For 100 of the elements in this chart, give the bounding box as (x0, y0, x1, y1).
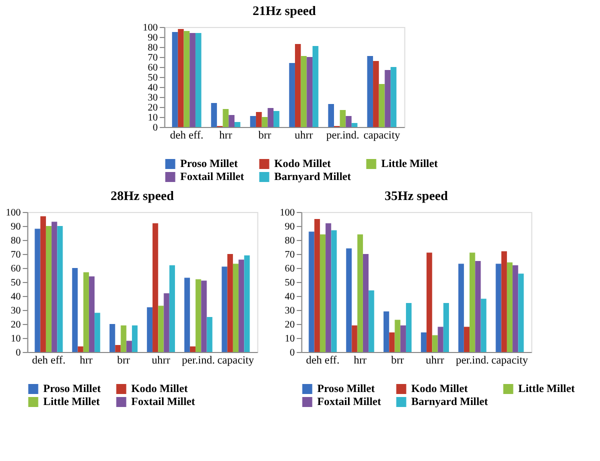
x-tick-label: per.ind. (456, 354, 490, 366)
bar (46, 226, 52, 352)
y-tick-label: 20 (284, 320, 295, 330)
bar (256, 112, 262, 127)
bar (294, 44, 301, 127)
bar (78, 346, 84, 352)
legend-label: Foxtail Millet (180, 171, 244, 183)
bar (346, 116, 352, 127)
bar (196, 279, 202, 352)
bar (368, 290, 374, 352)
bar (426, 252, 432, 352)
x-tick-label: uhrr (152, 354, 170, 366)
y-tick-label: 60 (10, 264, 21, 274)
y-tick-label: 80 (284, 236, 295, 246)
y-tick-label: 40 (10, 292, 21, 302)
bar (367, 56, 374, 127)
bar (268, 108, 274, 127)
y-tick-label: 90 (10, 222, 21, 232)
y-tick-label: 10 (148, 112, 158, 124)
x-tick-label: brr (391, 354, 404, 366)
bar (331, 230, 337, 352)
bar (40, 216, 46, 352)
legend-label: Little Millet (43, 396, 100, 408)
bar (362, 254, 369, 352)
bar (152, 223, 158, 352)
y-tick-label: 40 (148, 82, 158, 94)
y-tick-label: 100 (142, 22, 158, 34)
bar (320, 234, 326, 352)
bar (357, 234, 363, 352)
bar (384, 70, 391, 127)
bar (384, 311, 390, 352)
x-tick-label: brr (258, 130, 272, 142)
bar (222, 266, 228, 352)
bar (326, 223, 332, 352)
legend-label: Barnyard Millet (411, 396, 488, 408)
bar (352, 325, 358, 352)
y-tick-label: 90 (284, 222, 295, 232)
bar (314, 219, 320, 352)
bar (132, 325, 138, 352)
bar (206, 317, 212, 352)
y-tick-label: 30 (10, 306, 21, 316)
bar (178, 29, 184, 127)
legend-label: Kodo Millet (411, 383, 468, 395)
y-tick-label: 0 (290, 348, 295, 358)
bar (234, 122, 240, 127)
bar (340, 110, 346, 127)
bar (72, 268, 78, 352)
x-tick-label: brr (117, 354, 130, 366)
bar (518, 274, 524, 352)
bar (373, 61, 379, 127)
bar (120, 325, 126, 352)
bar (94, 312, 100, 352)
bar (501, 251, 507, 352)
y-tick-label: 70 (284, 250, 295, 260)
y-tick-label: 90 (148, 32, 158, 44)
y-tick-label: 10 (10, 334, 21, 344)
chart-title: 21Hz speed (252, 3, 317, 18)
bar (328, 104, 334, 127)
bar (88, 276, 95, 352)
bar (480, 298, 486, 352)
bar (308, 232, 314, 352)
y-tick-label: 100 (280, 208, 295, 218)
bar (346, 248, 352, 352)
legend-label: Proso Millet (180, 158, 238, 170)
bar (389, 332, 395, 352)
bar (378, 84, 385, 127)
y-tick-label: 60 (148, 62, 158, 74)
y-tick-label: 70 (148, 52, 158, 64)
x-tick-label: capacity (491, 354, 529, 366)
bar (438, 326, 444, 352)
bar (227, 254, 233, 352)
bar (158, 306, 164, 352)
y-tick-label: 30 (284, 306, 295, 316)
bar (211, 103, 217, 127)
y-tick-label: 0 (152, 122, 158, 134)
y-tick-label: 10 (284, 334, 295, 344)
bar (169, 265, 175, 352)
bar (184, 31, 190, 127)
x-tick-label: hrr (80, 354, 93, 366)
bar (238, 260, 244, 352)
y-tick-label: 50 (148, 72, 158, 84)
bar (458, 264, 464, 352)
bar (496, 264, 502, 352)
y-tick-label: 30 (148, 92, 158, 104)
x-tick-label: deh eff. (32, 354, 66, 366)
x-tick-label: capacity (217, 354, 255, 366)
y-tick-label: 20 (148, 102, 158, 114)
bar (250, 116, 256, 127)
bar (110, 324, 116, 352)
bar (432, 335, 438, 352)
bar (244, 255, 250, 352)
legend-label: Foxtail Millet (131, 396, 196, 408)
bar (300, 56, 307, 127)
chart-title: 28Hz speed (110, 188, 175, 203)
bar (126, 340, 132, 352)
bar (222, 109, 229, 127)
y-tick-label: 50 (10, 278, 21, 288)
y-tick-label: 100 (6, 208, 21, 218)
bar (115, 345, 121, 352)
bar (232, 264, 239, 352)
